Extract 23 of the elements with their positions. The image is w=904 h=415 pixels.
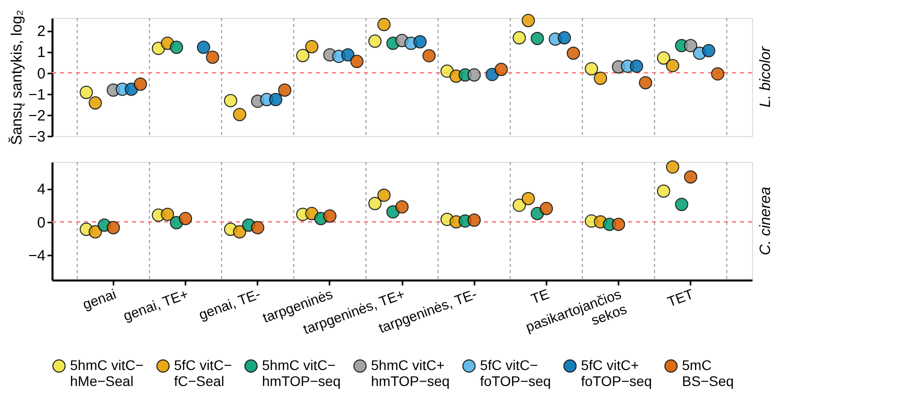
y-tick-label: 4 xyxy=(37,181,46,198)
legend-label: 5fC vitC− foTOP−seq xyxy=(480,357,551,389)
text: L. bicolor xyxy=(757,46,774,108)
y-tick-label: 1 xyxy=(37,44,46,62)
legend-label: 5hmC vitC+ hmTOP−seq xyxy=(371,357,450,389)
x-tick-label: genai, TE+ xyxy=(121,286,190,324)
legend-label: 5hmC vitC− hmTOP−seq xyxy=(262,357,341,389)
x-tick-label: genai, TE- xyxy=(196,286,263,323)
y-tick-label: −1 xyxy=(28,86,46,104)
y-tick-label: −4 xyxy=(28,248,46,265)
y-axis-title: Šansų santykis, log₂ xyxy=(7,10,26,146)
y-tick-label: 2 xyxy=(37,23,46,40)
legend-label: 5hmC vitC− hMe−Seal xyxy=(70,357,144,389)
y-tick-label: −2 xyxy=(28,107,46,124)
x-tick-label: TET xyxy=(665,285,696,310)
y-tick-label: 0 xyxy=(37,65,46,82)
legend-label: 5mC BS−Seq xyxy=(682,357,734,389)
x-tick-label: genai xyxy=(80,286,118,312)
text: C. cinerea xyxy=(757,186,774,256)
legend-label: 5fC vitC− fC−Seal xyxy=(174,357,232,389)
y-tick-label: −3 xyxy=(28,128,46,146)
y-tick-label: 0 xyxy=(37,214,46,232)
legend-label: 5fC vitC+ foTOP−seq xyxy=(581,357,652,389)
